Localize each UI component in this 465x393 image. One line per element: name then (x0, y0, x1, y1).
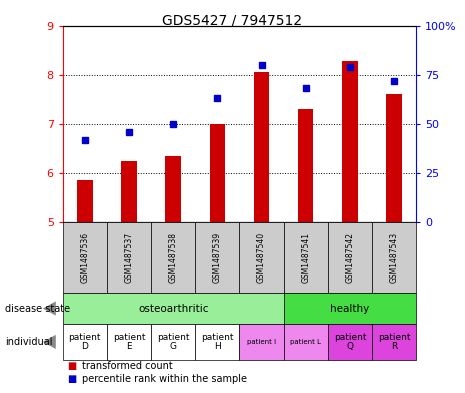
Bar (77, 180, 93, 222)
Text: GSM1487536: GSM1487536 (80, 232, 89, 283)
Text: transformed count: transformed count (82, 361, 173, 371)
Text: ■: ■ (67, 361, 77, 371)
Text: GDS5427 / 7947512: GDS5427 / 7947512 (162, 14, 303, 28)
Polygon shape (43, 335, 56, 349)
Text: GSM1487541: GSM1487541 (301, 232, 310, 283)
Text: patient L: patient L (290, 339, 321, 345)
Text: GSM1487538: GSM1487538 (169, 232, 178, 283)
Text: patient
E: patient E (113, 333, 145, 351)
Text: GSM1487537: GSM1487537 (125, 232, 133, 283)
Bar (121, 161, 137, 222)
Bar (298, 109, 313, 222)
Bar (342, 61, 358, 222)
Text: patient
H: patient H (201, 333, 233, 351)
Bar (210, 124, 225, 222)
Bar (254, 72, 269, 222)
Text: GSM1487539: GSM1487539 (213, 232, 222, 283)
Text: GSM1487543: GSM1487543 (390, 232, 399, 283)
Text: patient
Q: patient Q (334, 333, 366, 351)
Text: patient
D: patient D (69, 333, 101, 351)
Polygon shape (43, 301, 56, 316)
Text: patient I: patient I (247, 339, 276, 345)
Text: patient
G: patient G (157, 333, 189, 351)
Bar (386, 94, 402, 222)
Text: patient
R: patient R (378, 333, 410, 351)
Text: GSM1487540: GSM1487540 (257, 232, 266, 283)
Text: healthy: healthy (330, 303, 370, 314)
Text: disease state: disease state (5, 303, 70, 314)
Bar (166, 156, 181, 222)
Text: percentile rank within the sample: percentile rank within the sample (82, 374, 247, 384)
Text: osteoarthritic: osteoarthritic (138, 303, 208, 314)
Text: individual: individual (5, 337, 52, 347)
Text: ■: ■ (67, 374, 77, 384)
Text: GSM1487542: GSM1487542 (345, 232, 354, 283)
